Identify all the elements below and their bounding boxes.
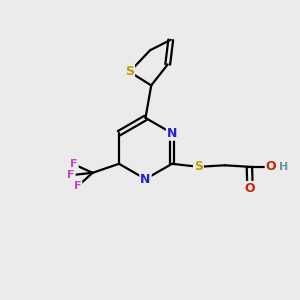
Text: O: O [266,160,276,173]
Text: H: H [279,162,288,172]
Text: N: N [140,172,151,186]
Text: S: S [125,65,134,78]
Text: S: S [194,160,203,173]
Text: F: F [67,170,75,180]
Text: F: F [74,181,81,191]
Text: N: N [167,127,177,140]
Text: O: O [245,182,255,195]
Text: F: F [70,159,78,170]
